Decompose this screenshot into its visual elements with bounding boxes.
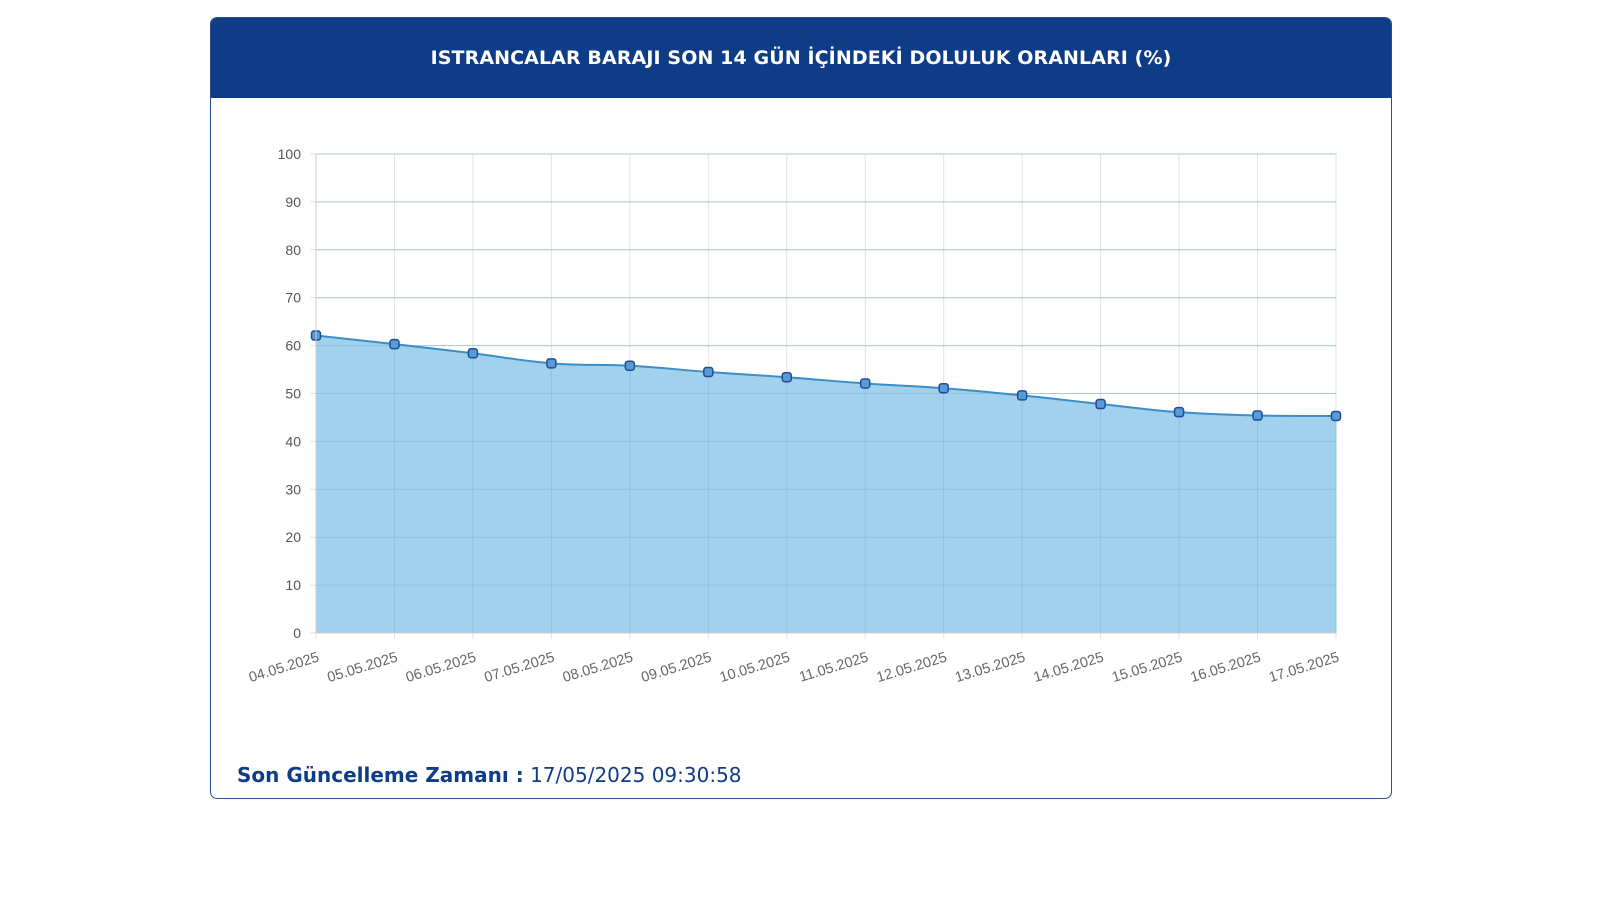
- area-fill: [316, 335, 1336, 633]
- chart-area-fill-group: [315, 153, 1337, 634]
- data-point: [1252, 410, 1263, 421]
- y-tick-label: 50: [285, 386, 301, 402]
- data-point: [467, 348, 479, 359]
- y-tick-label: 20: [285, 529, 301, 545]
- last-update-label: Son Güncelleme Zamanı :: [237, 763, 524, 787]
- x-tick-label: 10.05.2025: [718, 650, 792, 687]
- x-tick-label: 09.05.2025: [639, 650, 713, 687]
- x-tick-label: 13.05.2025: [953, 650, 1027, 687]
- x-tick-label: 08.05.2025: [561, 650, 635, 687]
- x-tick-label: 17.05.2025: [1267, 650, 1341, 687]
- chart-markers: [310, 330, 1342, 422]
- last-update: Son Güncelleme Zamanı : 17/05/2025 09:30…: [237, 763, 742, 787]
- x-tick-label: 05.05.2025: [326, 650, 400, 687]
- x-tick-label: 15.05.2025: [1110, 650, 1184, 687]
- y-tick-label: 80: [285, 242, 301, 258]
- x-tick-label: 16.05.2025: [1189, 650, 1263, 687]
- x-tick-label: 11.05.2025: [797, 650, 870, 686]
- chart-area: 0 10 20 30 40 50 60 70 80 90 100 04.05.2025 05.05.2…: [211, 98, 1391, 728]
- x-tick-label: 12.05.2025: [875, 650, 949, 687]
- data-point: [546, 358, 557, 369]
- y-tick-label: 40: [285, 433, 301, 449]
- data-point: [703, 366, 714, 378]
- x-tick-label: 14.05.2025: [1032, 650, 1106, 687]
- x-axis: 04.05.2025 05.05.2025 06.05.2025 07.05.2025…: [247, 632, 1341, 687]
- data-point: [781, 371, 793, 383]
- card-header: ISTRANCALAR BARAJI SON 14 GÜN İÇİNDEKİ D…: [211, 18, 1391, 98]
- area-chart: 0 10 20 30 40 50 60 70 80 90 100 04.05.2025 05.05.2…: [247, 146, 1342, 687]
- last-update-value: 17/05/2025 09:30:58: [530, 763, 742, 787]
- data-point: [859, 378, 871, 389]
- x-tick-label: 07.05.2025: [482, 650, 556, 687]
- y-tick-label: 70: [285, 290, 301, 306]
- y-tick-label: 30: [285, 481, 301, 497]
- data-point: [938, 382, 949, 394]
- series-line: [315, 334, 1337, 418]
- chart-title: ISTRANCALAR BARAJI SON 14 GÜN İÇİNDEKİ D…: [430, 47, 1172, 69]
- data-point: [624, 360, 636, 371]
- y-tick-label: 100: [278, 146, 302, 162]
- data-point: [389, 338, 400, 350]
- data-point: [1016, 390, 1028, 401]
- x-tick-label: 06.05.2025: [404, 650, 478, 687]
- y-tick-label: 10: [285, 577, 301, 593]
- chart-card: ISTRANCALAR BARAJI SON 14 GÜN İÇİNDEKİ D…: [210, 17, 1392, 799]
- y-tick-label: 0: [293, 625, 301, 641]
- data-point: [1330, 410, 1342, 422]
- y-tick-label: 90: [285, 194, 301, 210]
- y-tick-label: 60: [285, 338, 301, 354]
- y-axis: 0 10 20 30 40 50 60 70 80 90 100: [278, 146, 317, 641]
- data-point: [1095, 398, 1106, 410]
- data-point: [1173, 406, 1185, 418]
- x-tick-label: 04.05.2025: [247, 650, 321, 687]
